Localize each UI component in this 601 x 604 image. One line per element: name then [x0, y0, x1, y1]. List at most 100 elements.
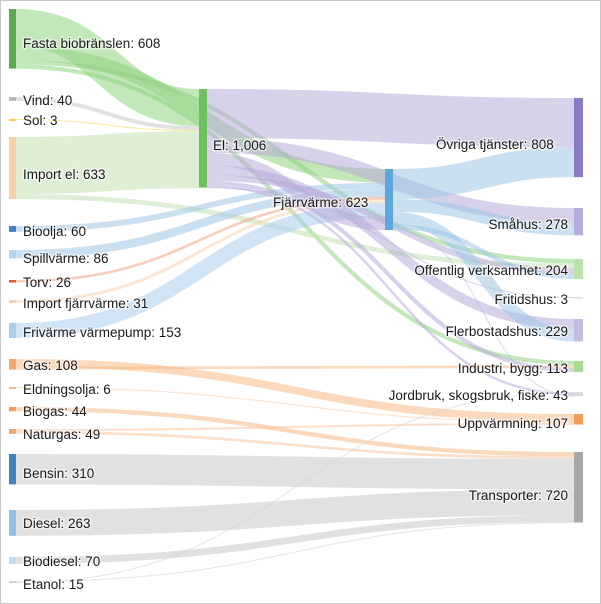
flow-links-layer	[15, 9, 575, 583]
node-label-naturgas: Naturgas: 49	[23, 427, 100, 442]
node-label-halo-flerbo: Flerbostadshus: 229	[446, 324, 568, 339]
node-label-halo-el: El: 1,006	[213, 138, 266, 153]
node-bar-gas	[9, 359, 16, 370]
node-label-halo-gas: Gas: 108	[23, 358, 78, 373]
node-label-offentlig: Offentlig verksamhet: 204	[414, 263, 568, 278]
node-label-halo-etanol: Etanol: 15	[23, 577, 84, 592]
node-label-halo-biodiesel: Biodiesel: 70	[23, 554, 100, 569]
flow-link-naturgas-to-uppv	[15, 422, 575, 432]
node-bar-ovriga	[574, 98, 583, 178]
node-bar-naturgas	[9, 429, 16, 434]
node-bar-smahus	[574, 208, 583, 236]
node-label-flerbo: Flerbostadshus: 229	[446, 324, 568, 339]
node-bar-offentlig	[574, 259, 583, 279]
flow-link-fjarr-to-smahus	[392, 199, 575, 236]
node-label-halo-uppv: Uppvärmning: 107	[458, 416, 568, 431]
flow-link-biodiesel-to-transport	[15, 515, 575, 564]
flow-link-bensin-to-transport	[15, 454, 575, 490]
node-label-fasta: Fasta biobränslen: 608	[23, 36, 160, 51]
node-label-halo-importfj: Import fjärrvärme: 31	[23, 296, 148, 311]
node-bar-fjarr	[385, 169, 393, 231]
node-label-halo-importel: Import el: 633	[23, 167, 106, 182]
node-label-spill: Spillvärme: 86	[23, 251, 109, 266]
node-bar-eldning	[9, 387, 16, 389]
node-bar-torv	[9, 280, 16, 283]
node-bar-biodiesel	[9, 557, 16, 564]
node-label-sol: Sol: 3	[23, 113, 58, 128]
node-bar-spill	[9, 250, 16, 259]
node-label-torv: Torv: 26	[23, 275, 71, 290]
node-bar-bioolja	[9, 226, 16, 232]
flow-link-bioolja-to-fjarr	[15, 182, 386, 232]
node-label-el: El: 1,006	[213, 138, 266, 153]
node-bar-friv	[9, 323, 16, 338]
node-label-halo-vind: Vind: 40	[23, 93, 72, 108]
node-bar-biogas	[9, 407, 16, 412]
node-label-eldning: Eldningsolja: 6	[23, 382, 111, 397]
node-bar-sol	[9, 119, 16, 121]
flow-link-biogas-to-transport	[15, 407, 575, 457]
flow-link-el-to-flerbo	[206, 165, 575, 329]
node-label-halo-diesel: Diesel: 263	[23, 516, 91, 531]
node-label-halo-jordbruk: Jordbruk, skogsbruk, fiske: 43	[389, 388, 568, 403]
node-label-industri: Industri, bygg: 113	[458, 361, 568, 376]
node-label-diesel: Diesel: 263	[23, 516, 91, 531]
node-label-halo-torv: Torv: 26	[23, 275, 71, 290]
flow-link-vind-to-el	[15, 97, 200, 131]
node-label-gas: Gas: 108	[23, 358, 78, 373]
flow-link-etanol-to-transport	[15, 522, 575, 582]
flow-link-naturgas-to-transport	[15, 431, 575, 460]
node-label-vind: Vind: 40	[23, 93, 72, 108]
node-label-biogas: Biogas: 44	[23, 404, 87, 419]
node-label-halo-offentlig: Offentlig verksamhet: 204	[414, 263, 568, 278]
node-label-halo-friv: Frivärme värmepump: 153	[23, 325, 181, 340]
flow-link-el-to-industri	[206, 180, 575, 373]
node-label-importfj: Import fjärrvärme: 31	[23, 296, 148, 311]
node-bar-transport	[574, 452, 583, 523]
node-label-halo-spill: Spillvärme: 86	[23, 251, 109, 266]
flow-link-friv-to-fjarr	[15, 202, 386, 338]
flow-link-el-to-ovriga	[206, 89, 575, 147]
flow-link-eldning-to-uppv	[15, 387, 575, 423]
flow-link-el-to-jordbruk	[206, 184, 575, 396]
node-label-halo-industri: Industri, bygg: 113	[458, 361, 568, 376]
node-label-halo-eldning: Eldningsolja: 6	[23, 382, 111, 397]
node-label-halo-fritid: Fritidshus: 3	[494, 292, 568, 307]
node-bar-fritid	[574, 297, 583, 299]
node-bar-uppv	[574, 414, 583, 425]
node-bar-importel	[9, 137, 16, 200]
flow-link-el-to-fritid	[206, 187, 575, 298]
node-label-halo-naturgas: Naturgas: 49	[23, 427, 100, 442]
node-label-halo-bensin: Bensin: 310	[23, 466, 94, 481]
node-bar-bensin	[9, 454, 16, 485]
node-label-halo-transport: Transporter: 720	[469, 488, 568, 503]
node-bar-fasta	[9, 9, 16, 69]
node-label-transport: Transporter: 720	[469, 488, 568, 503]
node-label-importel: Import el: 633	[23, 167, 106, 182]
flow-link-fjarr-to-jordbruk	[392, 229, 575, 397]
node-label-bioolja: Bioolja: 60	[23, 224, 86, 239]
node-label-halo-fjarr: Fjärrvärme: 623	[273, 195, 368, 210]
node-bar-el	[199, 89, 207, 188]
node-bar-industri	[574, 361, 583, 373]
node-label-smahus: Småhus: 278	[488, 217, 568, 232]
node-bar-diesel	[9, 510, 16, 536]
node-label-halo-bioolja: Bioolja: 60	[23, 224, 86, 239]
flow-link-importel-to-el	[15, 131, 200, 195]
node-label-halo-sol: Sol: 3	[23, 113, 58, 128]
node-bar-etanol	[9, 581, 16, 583]
node-label-halo-ovriga: Övriga tjänster: 808	[436, 137, 554, 152]
flow-link-sol-to-el	[15, 119, 200, 132]
node-bar-jordbruk	[574, 392, 583, 397]
flow-link-gas-to-uppv	[15, 359, 575, 422]
node-label-biodiesel: Biodiesel: 70	[23, 554, 100, 569]
flow-link-fjarr-to-offentlig	[392, 224, 575, 279]
node-label-bensin: Bensin: 310	[23, 466, 94, 481]
flow-link-fjarr-to-ovriga	[392, 147, 575, 200]
node-bars-layer	[9, 9, 583, 583]
flow-link-diesel-to-transport	[15, 489, 575, 536]
node-label-fritid: Fritidshus: 3	[494, 292, 568, 307]
